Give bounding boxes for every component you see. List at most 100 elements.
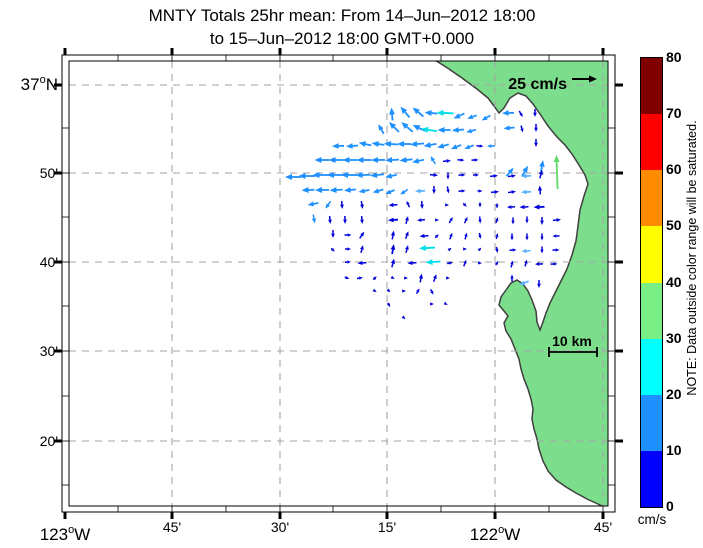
current-vector-head bbox=[418, 273, 423, 279]
current-vector-head bbox=[436, 109, 444, 116]
current-vector-head bbox=[402, 289, 406, 293]
current-vector-shaft bbox=[378, 143, 385, 146]
current-vector-shaft bbox=[405, 220, 408, 225]
current-vector-head bbox=[314, 157, 322, 163]
current-vector-shaft bbox=[507, 175, 512, 178]
y-axis-tick-label: 40' bbox=[40, 254, 58, 270]
current-vector-head bbox=[412, 158, 420, 164]
current-vector-head bbox=[390, 244, 396, 250]
current-vector-head bbox=[510, 274, 514, 279]
current-vector-head bbox=[477, 247, 482, 252]
current-vector-shaft bbox=[430, 142, 437, 146]
current-vector-head bbox=[494, 190, 499, 194]
current-vector-head bbox=[341, 172, 348, 178]
current-vector-shaft bbox=[520, 125, 523, 129]
current-vector-head bbox=[432, 189, 436, 194]
current-vector-head bbox=[537, 283, 541, 288]
current-vector-head bbox=[347, 260, 351, 264]
current-vector-head bbox=[405, 216, 409, 221]
current-vector-head bbox=[522, 165, 528, 173]
current-vector-shaft bbox=[313, 202, 319, 205]
current-vector-head bbox=[511, 220, 515, 225]
current-vector-head bbox=[397, 141, 404, 147]
current-vector-head bbox=[416, 288, 420, 293]
current-vector-head bbox=[537, 185, 543, 191]
current-vector-head bbox=[533, 112, 537, 117]
current-vector-head bbox=[327, 172, 334, 178]
current-vector-shaft bbox=[403, 188, 409, 193]
current-vector-head bbox=[410, 141, 418, 147]
current-vector-head bbox=[386, 288, 391, 293]
colorbar-band bbox=[641, 170, 662, 227]
current-vector-head bbox=[552, 234, 557, 238]
current-vector-head bbox=[346, 143, 353, 149]
current-vector-head bbox=[388, 202, 394, 208]
current-vector-head bbox=[464, 216, 468, 222]
figure-title-line1: MNTY Totals 25hr mean: From 14–Jun–2012 … bbox=[148, 6, 536, 25]
current-vector-head bbox=[358, 276, 363, 280]
current-vector-head bbox=[401, 122, 409, 129]
current-vector-shaft bbox=[406, 125, 414, 133]
current-vector-shaft bbox=[459, 112, 465, 117]
y-axis-tick-label: 50' bbox=[40, 165, 58, 181]
current-vector-shaft bbox=[485, 114, 491, 119]
current-vector-head bbox=[521, 189, 527, 195]
current-vector-head bbox=[519, 112, 523, 118]
current-vector-head bbox=[555, 248, 560, 252]
current-vector-head bbox=[389, 122, 397, 130]
current-vector-head bbox=[533, 204, 540, 210]
current-vector-head bbox=[519, 204, 525, 210]
current-vector-shaft bbox=[393, 126, 400, 133]
current-vector-head bbox=[358, 188, 365, 194]
current-vector-head bbox=[510, 260, 514, 265]
current-vector-field bbox=[285, 106, 561, 320]
current-vector-shaft bbox=[463, 220, 467, 224]
current-vector-shaft bbox=[555, 161, 559, 190]
current-vector-shaft bbox=[417, 111, 424, 118]
current-vector-shaft bbox=[391, 114, 394, 121]
colorbar-tick-label: 60 bbox=[666, 161, 682, 178]
current-vector-shaft bbox=[418, 158, 425, 162]
current-vector-shaft bbox=[405, 249, 408, 254]
reference-vector-label: 25 cm/s bbox=[508, 76, 567, 93]
current-vector-head bbox=[419, 233, 425, 239]
current-vector-head bbox=[463, 259, 467, 264]
current-vector-shaft bbox=[327, 200, 332, 206]
current-vector-head bbox=[512, 248, 517, 252]
current-vector-head bbox=[360, 204, 364, 209]
current-vector-head bbox=[475, 173, 479, 177]
current-vector-head bbox=[519, 280, 526, 286]
current-vector-head bbox=[539, 160, 545, 168]
current-vector-shaft bbox=[446, 186, 449, 190]
current-vector-head bbox=[425, 259, 433, 266]
colorbar-tick-label: 0 bbox=[666, 498, 674, 514]
current-vector-head bbox=[405, 231, 409, 237]
current-vector-shaft bbox=[495, 236, 498, 240]
current-vector-head bbox=[534, 127, 538, 132]
current-vector-head bbox=[358, 141, 367, 148]
current-vector-head bbox=[460, 158, 465, 162]
colorbar-unit-label: cm/s bbox=[637, 512, 667, 527]
current-vector-shaft bbox=[365, 143, 372, 147]
current-vector-head bbox=[493, 174, 498, 178]
current-vector-head bbox=[345, 276, 350, 280]
current-vector-head bbox=[521, 173, 527, 179]
colorbar-saturation-note: NOTE: Data outside color range will be s… bbox=[685, 120, 699, 396]
current-vector-head bbox=[328, 157, 336, 163]
current-vector-head bbox=[372, 276, 377, 281]
current-vector-head bbox=[430, 302, 434, 306]
current-vector-head bbox=[538, 169, 543, 175]
current-vector-head bbox=[447, 247, 452, 252]
current-vector-head bbox=[452, 127, 459, 133]
current-vector-head bbox=[478, 203, 482, 208]
current-vector-head bbox=[325, 203, 330, 209]
current-vector-head bbox=[474, 158, 479, 162]
current-vector-head bbox=[461, 189, 466, 193]
current-vector-head bbox=[511, 174, 516, 178]
x-axis-tick-label: 15' bbox=[378, 519, 396, 535]
current-vector-head bbox=[464, 144, 471, 150]
current-vector-head bbox=[464, 232, 468, 237]
current-vector-head bbox=[371, 157, 379, 163]
current-vector-head bbox=[556, 218, 561, 222]
